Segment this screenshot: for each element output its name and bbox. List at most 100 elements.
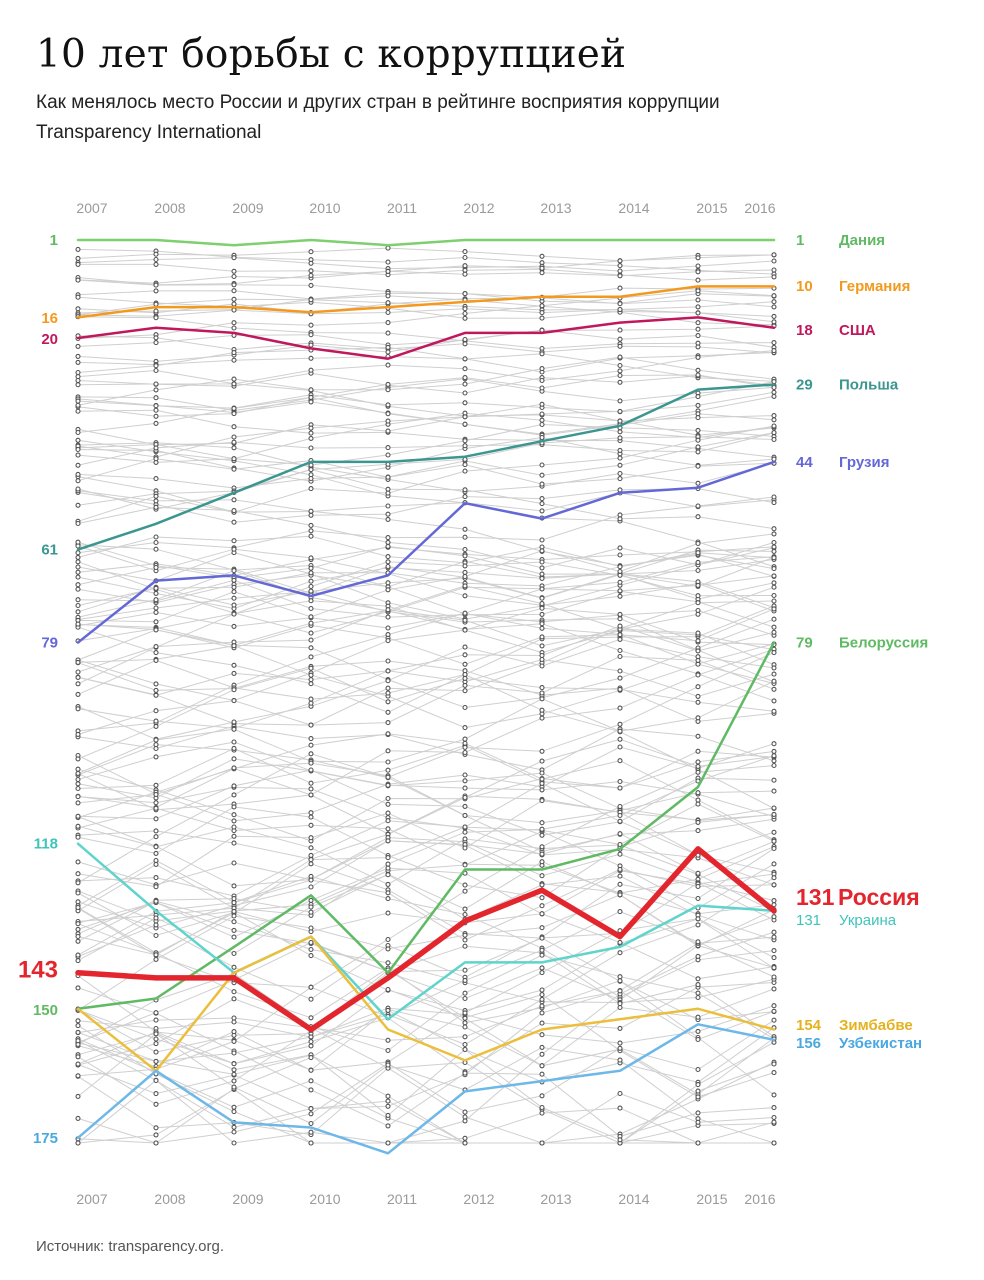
country-dot: [617, 343, 623, 349]
country-dot: [771, 708, 777, 714]
background-line: [77, 667, 775, 760]
country-dot: [695, 819, 701, 825]
country-dot: [308, 760, 314, 766]
country-dot: [231, 1078, 237, 1084]
background-line: [77, 290, 775, 339]
country-dot: [231, 307, 237, 313]
country-dot: [153, 251, 159, 257]
country-dot: [308, 814, 314, 820]
series-name-label: Украина: [839, 912, 897, 929]
country-dot: [695, 895, 701, 902]
country-dot: [308, 1067, 314, 1073]
country-dot: [771, 267, 777, 273]
end-rank-label: 44: [796, 454, 813, 471]
country-dot: [153, 597, 159, 603]
country-dot: [153, 1077, 159, 1084]
country-dot: [617, 545, 623, 551]
country-dot: [695, 582, 701, 588]
country-dot: [231, 860, 237, 866]
background-line: [77, 335, 775, 354]
country-dot: [385, 1093, 391, 1099]
country-dot: [153, 546, 159, 552]
country-dot: [153, 692, 159, 698]
country-dot: [695, 255, 701, 261]
country-dot: [617, 268, 623, 274]
country-dot: [462, 882, 468, 888]
country-dot: [539, 411, 545, 417]
country-dot: [617, 429, 623, 435]
country-dot: [308, 810, 314, 816]
country-dot: [462, 1109, 468, 1115]
country-dot: [695, 953, 701, 959]
country-dot: [231, 357, 237, 363]
country-dot: [539, 351, 545, 357]
country-dot: [308, 700, 314, 706]
country-dot: [231, 792, 237, 798]
country-dot: [385, 614, 391, 620]
background-line: [77, 629, 775, 702]
series-line-Грузия: [76, 460, 776, 644]
country-dot: [771, 934, 777, 940]
country-dot: [153, 585, 159, 591]
country-dot: [695, 1119, 701, 1125]
source-note: Источник: transparency.org.: [36, 1238, 224, 1255]
country-dot: [695, 982, 701, 988]
country-dot: [539, 1051, 545, 1057]
background-line: [77, 725, 775, 771]
year-label-top: 2010: [309, 200, 340, 216]
country-dot: [695, 567, 701, 574]
year-axis-labels: 2007 2007 2008 2008 2009 2009 2010 2010 2011 2011…: [76, 200, 775, 1207]
start-rank-label: 143: [18, 957, 58, 984]
country-dot: [75, 446, 81, 453]
country-dot: [153, 403, 159, 409]
country-dot: [695, 326, 701, 332]
country-dot: [617, 611, 623, 617]
country-dot: [695, 480, 701, 486]
country-dot: [153, 476, 159, 482]
country-dot: [617, 950, 623, 956]
country-dot: [153, 315, 159, 321]
country-dot: [771, 686, 777, 692]
country-dot: [462, 315, 468, 321]
country-dot: [231, 519, 237, 525]
country-dot: [75, 938, 81, 944]
series-line-Польша: [76, 383, 776, 551]
country-dot: [385, 511, 391, 517]
background-line: [77, 476, 775, 568]
country-dot: [539, 690, 545, 696]
country-dot: [462, 375, 468, 381]
country-dot: [771, 1061, 777, 1067]
country-dot: [462, 1024, 468, 1030]
series-name-label: Германия: [839, 278, 910, 295]
country-dot: [75, 1115, 81, 1121]
country-dot: [308, 533, 314, 539]
country-dot: [617, 831, 623, 837]
country-dot: [231, 745, 237, 751]
country-dot: [385, 1062, 391, 1068]
background-line: [77, 638, 775, 740]
country-dot: [617, 909, 623, 915]
country-dot: [462, 772, 468, 778]
background-line: [77, 936, 775, 1110]
country-dot: [385, 1037, 391, 1043]
start-rank-label: 20: [41, 331, 58, 348]
country-dot: [539, 1020, 545, 1026]
country-dot: [695, 1014, 701, 1020]
country-dot: [771, 1003, 777, 1009]
country-dot: [617, 1090, 623, 1097]
country-dot: [231, 1038, 237, 1044]
country-dot: [231, 833, 237, 839]
country-dot: [462, 421, 468, 427]
country-dot: [385, 986, 391, 993]
country-dot: [539, 965, 545, 971]
background-line: [77, 378, 775, 412]
country-dot: [231, 1084, 237, 1090]
country-dot: [231, 756, 237, 762]
country-dot: [308, 399, 314, 405]
country-dot: [231, 1019, 237, 1025]
background-line: [77, 894, 775, 1011]
country-dot: [231, 1109, 237, 1115]
background-line: [77, 356, 775, 406]
country-dot: [617, 285, 623, 291]
country-dot: [231, 812, 237, 818]
